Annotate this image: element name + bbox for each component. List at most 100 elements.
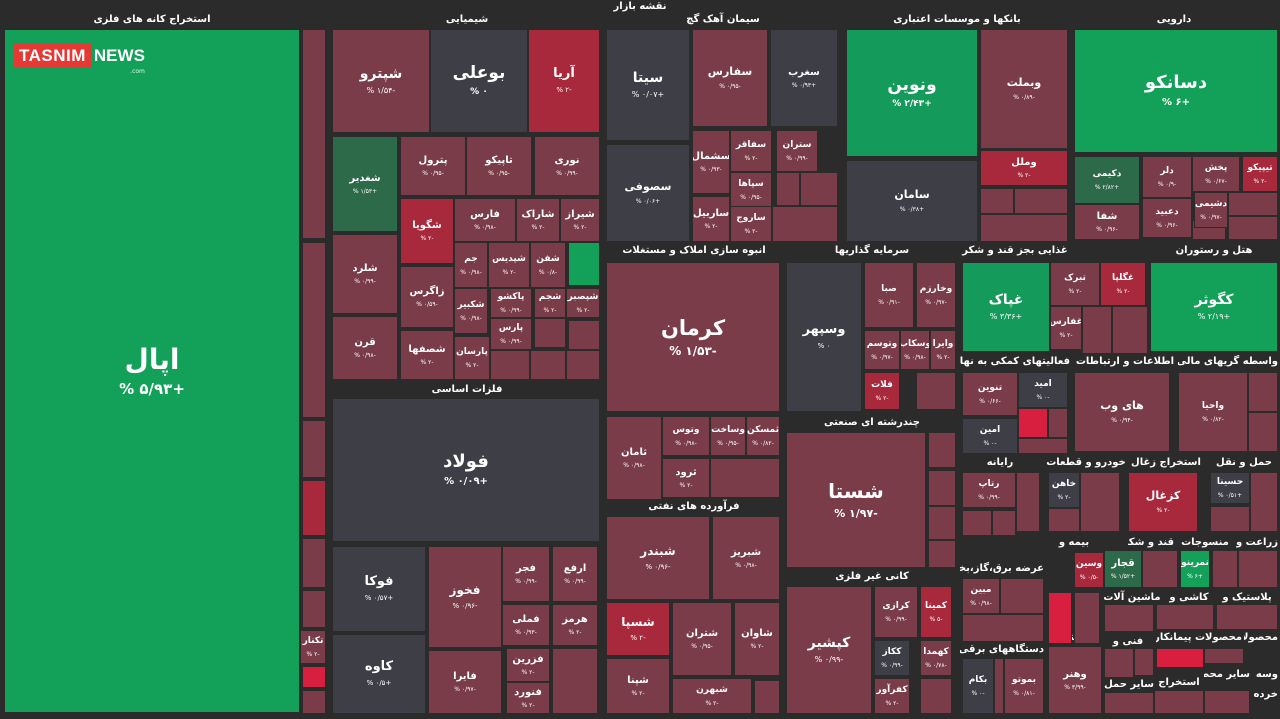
stock-tile[interactable]: نمرینو +۶ % <box>1180 550 1210 588</box>
unlabeled-stock-tile[interactable] <box>1228 216 1278 240</box>
unlabeled-stock-tile[interactable] <box>962 614 1044 642</box>
stock-tile[interactable]: زاگرس -۰/۵۹ % <box>400 266 454 328</box>
stock-tile[interactable]: کگوثر +۲/۱۹ % <box>1150 262 1278 352</box>
stock-tile[interactable]: های وب -۰/۹۴ % <box>1074 372 1170 452</box>
stock-tile[interactable]: واحیا -۰/۸۲ % <box>1178 372 1248 452</box>
unlabeled-stock-tile[interactable] <box>928 432 956 468</box>
unlabeled-stock-tile[interactable] <box>1112 306 1148 354</box>
stock-tile[interactable]: شجم -۲ % <box>534 288 566 318</box>
stock-tile[interactable]: وساخت -۰/۹۵ % <box>710 416 746 456</box>
unlabeled-stock-tile[interactable] <box>980 214 1068 242</box>
stock-tile[interactable]: فزرین -۲ % <box>506 648 550 682</box>
stock-tile[interactable]: وبملت -۰/۸۹ % <box>980 29 1068 149</box>
stock-tile[interactable]: شستا -۱/۹۷ % <box>786 432 926 568</box>
stock-tile[interactable]: فوکا +۰/۵۷ % <box>332 546 426 632</box>
stock-tile[interactable]: سپاها -۰/۹۵ % <box>730 172 772 208</box>
unlabeled-stock-tile[interactable] <box>776 172 800 206</box>
stock-tile[interactable]: شبریز -۰/۹۸ % <box>712 516 780 600</box>
stock-tile[interactable]: سصوفی +۰/۰۶ % <box>606 144 690 242</box>
stock-tile[interactable]: کزغال -۲ % <box>1128 472 1198 532</box>
stock-tile[interactable]: کمینا -۵ % <box>920 586 952 638</box>
stock-tile[interactable]: مبین -۰/۹۸ % <box>962 578 1000 614</box>
unlabeled-stock-tile[interactable] <box>1080 472 1120 532</box>
stock-tile[interactable]: پترول -۰/۹۵ % <box>400 136 466 196</box>
unlabeled-stock-tile[interactable] <box>1142 550 1178 588</box>
stock-tile[interactable]: غگلپا -۲ % <box>1100 262 1146 306</box>
stock-tile[interactable]: شیراز -۲ % <box>560 198 600 242</box>
stock-tile[interactable]: کهمدا -۰/۷۸ % <box>920 640 952 676</box>
stock-tile[interactable]: کرمان -۱/۵۳ % <box>606 262 780 412</box>
stock-tile[interactable]: دسانکو +۶ % <box>1074 29 1278 153</box>
unlabeled-stock-tile[interactable] <box>1048 408 1068 438</box>
stock-tile[interactable]: سفاقر -۲ % <box>730 130 772 172</box>
unlabeled-stock-tile[interactable] <box>980 188 1014 214</box>
unlabeled-stock-tile[interactable] <box>1048 592 1072 644</box>
unlabeled-stock-tile[interactable] <box>916 372 956 410</box>
unlabeled-stock-tile[interactable] <box>1154 690 1204 714</box>
unlabeled-stock-tile[interactable] <box>994 658 1004 714</box>
stock-tile[interactable]: فجر -۰/۹۹ % <box>502 546 550 602</box>
stock-tile[interactable]: فملی -۰/۹۳ % <box>502 604 550 646</box>
unlabeled-stock-tile[interactable] <box>1104 692 1154 714</box>
stock-tile[interactable]: بوعلی ۰ % <box>430 29 528 133</box>
stock-tile[interactable]: شپنا -۲ % <box>606 658 670 714</box>
unlabeled-stock-tile[interactable] <box>302 242 326 418</box>
unlabeled-stock-tile[interactable] <box>1248 372 1278 412</box>
stock-tile[interactable]: وهنر -۳/۹۹ % <box>1048 646 1102 714</box>
stock-tile[interactable]: شغدیر +۱/۵۳ % <box>332 136 398 232</box>
unlabeled-stock-tile[interactable] <box>302 480 326 536</box>
stock-tile[interactable]: شپصبر -۲ % <box>566 288 600 318</box>
unlabeled-stock-tile[interactable] <box>1204 648 1244 664</box>
stock-tile[interactable]: وسپهر ۰ % <box>786 262 862 412</box>
unlabeled-stock-tile[interactable] <box>1074 592 1100 644</box>
unlabeled-stock-tile[interactable] <box>1014 188 1068 214</box>
unlabeled-stock-tile[interactable] <box>800 172 838 206</box>
unlabeled-stock-tile[interactable] <box>992 510 1016 536</box>
stock-tile[interactable]: غفارس -۲ % <box>1050 306 1082 350</box>
unlabeled-stock-tile[interactable] <box>710 458 780 498</box>
unlabeled-stock-tile[interactable] <box>302 29 326 239</box>
stock-tile[interactable]: سفارس -۰/۹۵ % <box>692 29 768 127</box>
stock-tile[interactable]: وملل -۲ % <box>980 150 1068 186</box>
unlabeled-stock-tile[interactable] <box>754 680 780 714</box>
stock-tile[interactable]: وسکاب -۰/۹۸ % <box>900 330 930 370</box>
stock-tile[interactable]: کفرآور -۲ % <box>874 678 910 714</box>
stock-tile[interactable]: شفن -۰/۸ % <box>530 242 566 288</box>
stock-tile[interactable]: بموتو -۰/۸۱ % <box>1004 658 1044 714</box>
stock-tile[interactable]: کاوه +۰/۵ % <box>332 634 426 714</box>
stock-tile[interactable]: پارسان -۲ % <box>454 336 490 380</box>
unlabeled-stock-tile[interactable] <box>928 506 956 540</box>
stock-tile[interactable]: شتران -۰/۹۵ % <box>672 602 732 676</box>
stock-tile[interactable]: ستران -۰/۹۹ % <box>776 130 818 172</box>
stock-tile[interactable]: قرن -۰/۹۸ % <box>332 316 398 380</box>
stock-tile[interactable]: شکبیر -۰/۹۸ % <box>454 288 488 334</box>
unlabeled-stock-tile[interactable] <box>1104 648 1134 678</box>
stock-tile[interactable]: تیپیکو -۲ % <box>1242 156 1278 192</box>
stock-tile[interactable]: پارس -۰/۹۹ % <box>490 318 532 350</box>
stock-tile[interactable]: وایرا -۲ % <box>930 330 956 370</box>
stock-tile[interactable]: شگویا -۲ % <box>400 198 454 264</box>
stock-tile[interactable]: شپدیس -۲ % <box>488 242 530 288</box>
unlabeled-stock-tile[interactable] <box>568 320 600 350</box>
unlabeled-stock-tile[interactable] <box>928 540 956 568</box>
stock-tile[interactable]: فنورد -۲ % <box>506 682 550 714</box>
stock-tile[interactable]: شسپا -۲ % <box>606 602 670 656</box>
stock-tile[interactable]: شپترو -۱/۵۴ % <box>332 29 430 133</box>
unlabeled-stock-tile[interactable] <box>772 206 838 242</box>
stock-tile[interactable]: ثمسکن -۰/۸۲ % <box>746 416 780 456</box>
stock-tile[interactable]: وسین -۰/۵ % <box>1074 552 1104 588</box>
stock-tile[interactable]: دشیمی -۰/۹۷ % <box>1194 192 1228 228</box>
stock-tile[interactable]: فولاد +۰/۰۹ % <box>332 398 600 542</box>
stock-tile[interactable]: فارس -۰/۹۸ % <box>454 198 516 242</box>
unlabeled-stock-tile[interactable] <box>1048 508 1080 532</box>
unlabeled-stock-tile[interactable] <box>302 690 326 714</box>
unlabeled-stock-tile[interactable] <box>962 510 992 536</box>
stock-tile[interactable]: وخارزم -۰/۹۷ % <box>916 262 956 328</box>
stock-tile[interactable]: شاوان -۲ % <box>734 602 780 676</box>
unlabeled-stock-tile[interactable] <box>1104 604 1154 632</box>
stock-tile[interactable]: نوری -۰/۹۹ % <box>534 136 600 196</box>
stock-tile[interactable]: فخوز -۰/۹۶ % <box>428 546 502 648</box>
unlabeled-stock-tile[interactable] <box>490 350 530 380</box>
unlabeled-stock-tile[interactable] <box>1018 438 1068 454</box>
stock-tile[interactable]: خاهن -۲ % <box>1048 472 1080 508</box>
